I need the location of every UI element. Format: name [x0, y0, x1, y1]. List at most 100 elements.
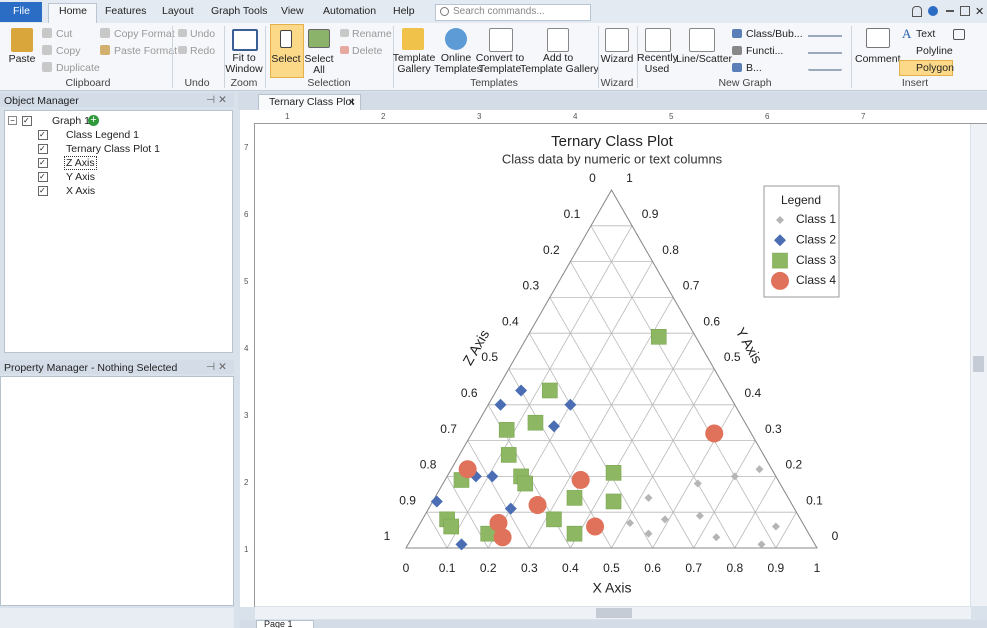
select-highlight [270, 24, 304, 78]
ribbon-button[interactable]: Text [916, 28, 936, 40]
page-tab[interactable]: Page 1 [264, 619, 293, 628]
legend-marker [771, 271, 789, 290]
convert-icon [489, 28, 513, 52]
ribbon-button[interactable]: Comment [855, 53, 901, 65]
y-tick-label: 0.9 [642, 207, 659, 221]
help-icon[interactable] [928, 6, 938, 16]
ribbon-button[interactable]: Polygon [916, 62, 954, 74]
data-point [771, 522, 780, 531]
x-tick-label: 0.9 [768, 561, 785, 575]
data-point [527, 414, 544, 431]
page-tab-strip [240, 620, 987, 628]
label-line: Template Gallery [520, 63, 599, 75]
ruler-label: 2 [244, 478, 249, 487]
tab[interactable]: Home [59, 5, 88, 17]
checkbox[interactable]: ✓ [38, 130, 48, 140]
panel-title: Object Manager [4, 95, 79, 107]
doc-tab-close[interactable]: ✕ [348, 97, 356, 107]
tree-item[interactable]: Ternary Class Plot 1 [66, 143, 160, 155]
label-line: Template [392, 52, 436, 64]
tab[interactable]: Graph Tools [211, 5, 268, 17]
search-placeholder[interactable]: Search commands... [453, 6, 545, 17]
collapse-toggle[interactable]: − [8, 116, 17, 125]
ribbon-button[interactable]: Rename [352, 28, 392, 40]
y-tick-label: 0.6 [703, 314, 720, 328]
tab[interactable]: Help [393, 5, 415, 17]
label-line: Used [644, 63, 670, 75]
separator [851, 26, 852, 88]
ribbon-button[interactable]: Class/Bub... [746, 28, 803, 40]
ribbon-button[interactable]: Polyline [916, 45, 953, 57]
ribbon-button[interactable]: Add to Template Gallery [520, 53, 599, 75]
ribbon-button[interactable]: Paste Format [114, 45, 178, 57]
bell-icon[interactable] [912, 6, 922, 17]
ribbon-button[interactable]: Recently Used [637, 52, 678, 75]
tab[interactable]: Features [105, 5, 147, 17]
minimize[interactable] [946, 10, 954, 12]
x-tick-label: 0.8 [726, 561, 743, 575]
tree-item[interactable]: X Axis [66, 185, 96, 197]
h-scroll-thumb[interactable] [596, 608, 632, 618]
close[interactable]: ✕ [975, 6, 985, 18]
search-box[interactable] [435, 4, 591, 21]
tree-item-selected[interactable]: Z Axis [64, 156, 97, 170]
ribbon-button[interactable]: Wizard [600, 53, 634, 65]
ribbon-button[interactable]: Copy [56, 45, 81, 57]
label-line: Recently [637, 52, 678, 64]
checkbox[interactable]: ✓ [22, 116, 32, 126]
ribbon-button[interactable]: Online Templates [434, 53, 482, 75]
ribbon-button[interactable]: Paste [8, 53, 36, 65]
add-icon[interactable]: + [88, 115, 99, 126]
tab[interactable]: View [281, 5, 304, 17]
panel-controls[interactable]: ⊣ ✕ [206, 94, 227, 106]
ribbon-button[interactable]: Cut [56, 28, 73, 40]
ribbon-button[interactable]: Functi... [746, 45, 784, 57]
class-icon [732, 29, 742, 38]
tree-item[interactable]: Y Axis [66, 171, 95, 183]
ruler-label: 2 [381, 112, 386, 121]
group-label: Zoom [230, 77, 258, 89]
y-tick-label: 0.8 [662, 243, 679, 257]
checkbox[interactable]: ✓ [38, 186, 48, 196]
checkbox[interactable]: ✓ [38, 172, 48, 182]
label-line: Gallery [397, 63, 431, 75]
ribbon-button[interactable]: Select [271, 53, 301, 65]
ribbon-button[interactable]: Line/Scatter [676, 53, 733, 65]
checkbox[interactable]: ✓ [38, 144, 48, 154]
doc-tab-bg[interactable] [258, 94, 361, 110]
tab[interactable]: File [13, 5, 30, 17]
restore[interactable] [960, 6, 970, 16]
group-label: Selection [307, 77, 351, 89]
data-point [586, 517, 605, 536]
checkbox[interactable]: ✓ [38, 158, 48, 168]
tab[interactable]: Automation [323, 5, 377, 17]
data-point [730, 472, 739, 481]
function-icon [732, 46, 742, 55]
ribbon-button[interactable]: Redo [190, 45, 216, 57]
label-line: All [313, 64, 325, 76]
data-point [650, 328, 667, 345]
page-tab-bg[interactable] [256, 620, 314, 628]
ribbon-button[interactable]: B... [746, 62, 762, 74]
ribbon-button[interactable]: Fit to Window [222, 53, 266, 75]
ribbon-button[interactable]: Copy Format [114, 28, 175, 40]
ribbon-button[interactable]: Template Gallery [392, 53, 436, 75]
panel-header [0, 93, 234, 107]
z-grid-line [590, 225, 777, 549]
ribbon-button[interactable]: Duplicate [56, 62, 100, 74]
ribbon-button[interactable]: Select All [300, 54, 338, 76]
tree-item[interactable]: Class Legend 1 [66, 129, 139, 141]
panel-controls[interactable]: ⊣ ✕ [206, 361, 227, 373]
tab[interactable]: Layout [162, 5, 194, 17]
legend-label: Class 4 [796, 273, 836, 287]
file-tab-bg[interactable] [0, 2, 42, 22]
v-scroll-thumb[interactable] [973, 356, 984, 372]
doc-tab[interactable]: Ternary Class Plot [269, 96, 355, 108]
ribbon-button[interactable]: Undo [190, 28, 216, 40]
tree-item[interactable]: Graph 1 [52, 115, 90, 127]
data-point [504, 502, 517, 515]
ribbon-button[interactable]: Delete [352, 45, 383, 57]
ribbon-button[interactable]: Convert to Template [474, 53, 526, 75]
panel-header [0, 360, 234, 374]
